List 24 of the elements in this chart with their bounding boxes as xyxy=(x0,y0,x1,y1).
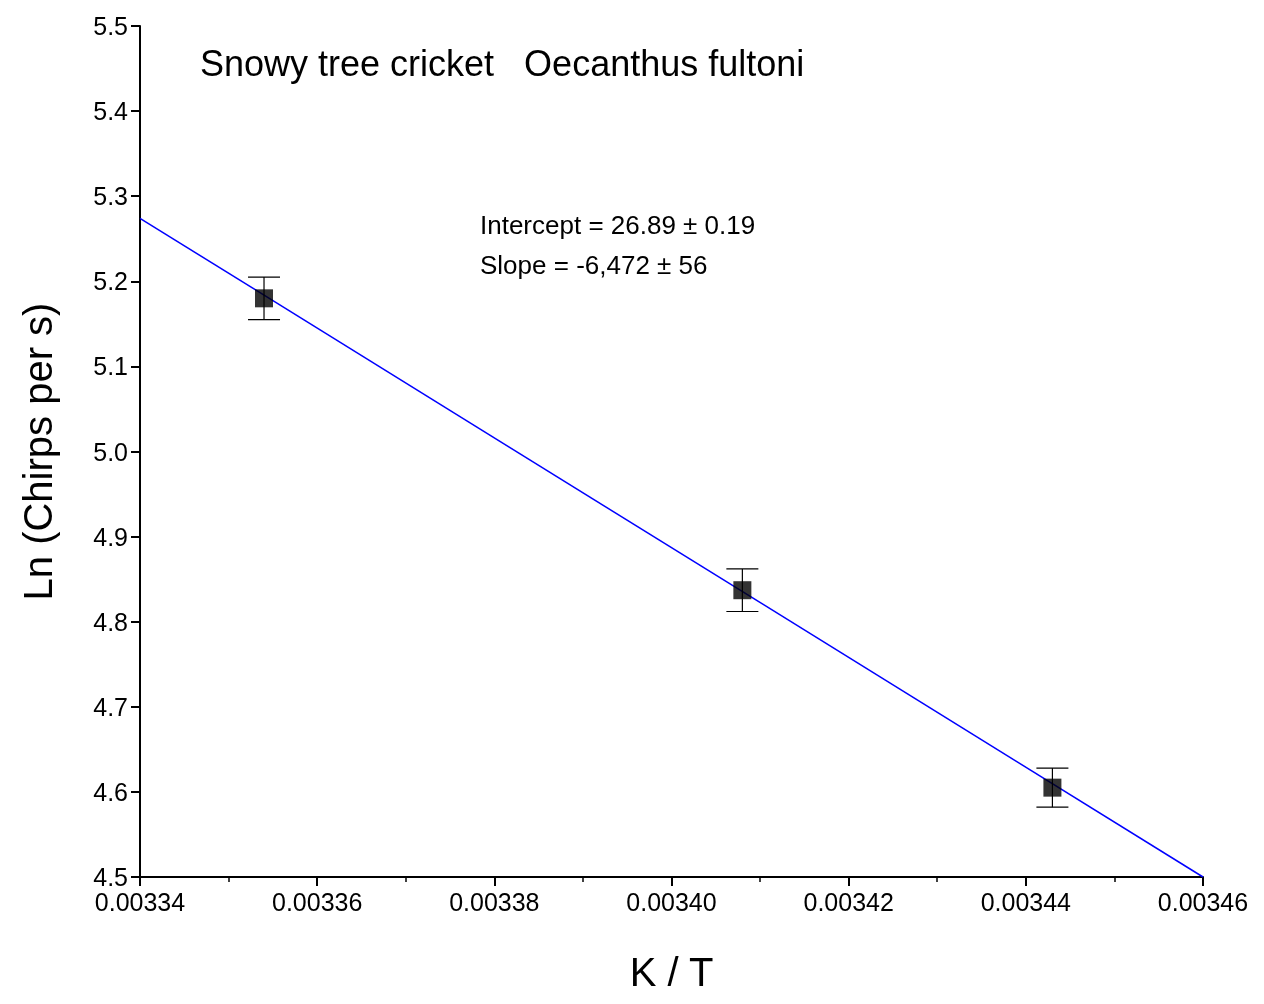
x-tick-label: 0.00344 xyxy=(980,887,1072,916)
point xyxy=(255,289,274,308)
y-tick-label: 5.1 xyxy=(93,352,128,381)
y-tick-label: 5.4 xyxy=(93,97,129,126)
y-tick-label: 4.8 xyxy=(93,607,128,636)
x-tick-label: 0.00346 xyxy=(1157,887,1249,916)
point xyxy=(1043,778,1062,797)
y-tick-label: 5.0 xyxy=(93,437,128,466)
y-tick-label: 4.9 xyxy=(93,522,128,551)
point xyxy=(733,581,752,600)
text: Snowy tree cricket Oecanthus fultoni xyxy=(200,42,805,84)
y-tick-label: 4.7 xyxy=(93,692,128,721)
x-tick-label: 0.00342 xyxy=(803,887,894,916)
y-axis-title: Ln (Chirps per s) xyxy=(16,302,60,601)
y-tick-label: 5.2 xyxy=(93,267,128,296)
x-axis-title: K / T xyxy=(629,950,714,994)
annotation: Slope = -6,472 ± 56 xyxy=(480,250,708,280)
x-tick-label: 0.00340 xyxy=(626,887,717,916)
x-tick-label: 0.00336 xyxy=(271,887,363,916)
x-tick-label: 0.00338 xyxy=(449,887,540,916)
y-tick-label: 5.5 xyxy=(93,12,128,40)
annotation: Intercept = 26.89 ± 0.19 xyxy=(480,210,756,240)
y-tick-label: 4.6 xyxy=(93,777,128,806)
y-tick-label: 5.3 xyxy=(93,182,128,211)
